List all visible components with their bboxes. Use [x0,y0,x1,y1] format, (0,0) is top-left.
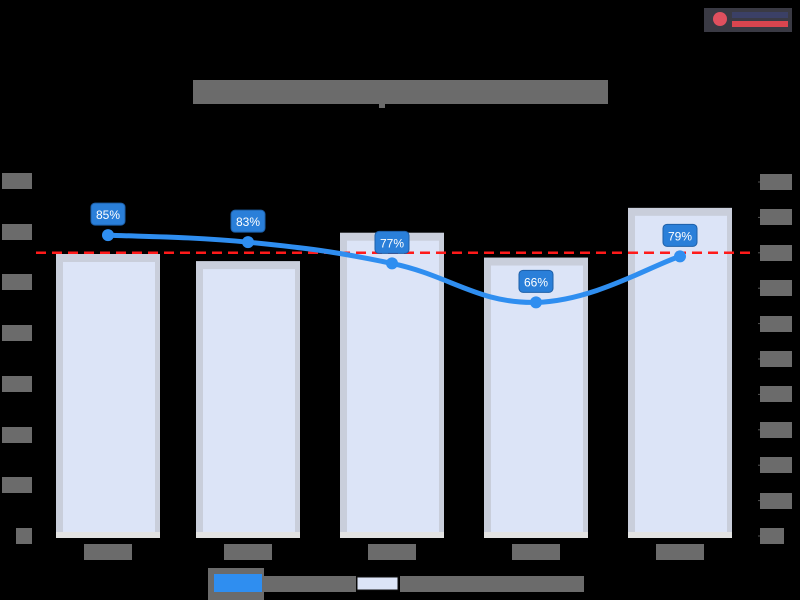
x-axis-category-label: [redacted] [656,544,704,560]
bar-fill [635,215,727,532]
right-axis-tick-label: [redacted] [760,492,792,509]
logo-text-line-2 [732,21,788,27]
left-axis-tick-label: [redacted] [2,274,32,291]
data-label-bg [374,230,410,254]
left-axis-tick-label: [redacted] [2,173,32,189]
bar-fill [63,262,155,532]
bar-base [196,532,300,538]
bar-base [628,532,732,538]
data-label-bg [230,209,266,233]
bar [56,254,160,538]
right-axis-tick-label: [redacted] [760,457,792,474]
left-axis-tick-label: [redacted] [2,223,32,240]
right-axis-tick-label: [redacted] [760,209,792,226]
line-data-point [386,257,398,270]
line-data-point [242,236,254,249]
bar [196,261,300,538]
chart-title-descender [379,102,385,108]
x-axis-category-label: [redacted] [224,544,272,560]
data-label: 83% [230,209,266,233]
data-label-text: 77% [380,236,404,250]
data-label: 66% [518,269,554,293]
left-axis-tick-label: [redacted] [2,375,32,392]
data-label-text: 66% [524,275,548,289]
chart-title: [redacted chart title] [193,80,608,104]
data-label: 77% [374,230,410,254]
x-axis-category-label: [redacted] [84,544,132,560]
right-axis-tick-label: [redacted] [760,386,792,403]
right-axis-tick-label: [redacted] [760,421,792,438]
brand-logo [704,8,792,32]
right-axis-tick-label: [redacted] [760,528,784,544]
data-label-text: 83% [236,215,260,229]
right-axis-tick-label: [redacted] [760,244,792,261]
bar-base [340,532,444,538]
legend-label-bar-series: [redacted bar series] [400,576,584,592]
left-axis-tick-label: [redacted] [2,325,32,342]
data-label-text: 85% [96,208,120,222]
data-label: 85% [90,202,126,226]
right-axis-tick-label: [redacted] [760,280,792,297]
left-axis-tick-label: [redacted] [2,426,32,443]
data-label-bg [662,223,698,247]
x-axis-category-label: [redacted] [512,544,560,560]
left-axis-tick-label: [redacted] [16,528,32,544]
left-axis-tick-label: [redacted] [2,477,32,494]
logo-text-line-1 [732,12,788,18]
data-label: 79% [662,223,698,247]
data-label-bg [518,269,554,293]
legend-label-line-series: [redacted line series] [264,576,356,592]
right-axis-tick-label: [redacted] [760,174,792,190]
data-label-bg [90,202,126,226]
logo-icon [713,12,727,26]
data-label-text: 79% [668,229,692,243]
right-axis-tick-label: [redacted] [760,315,792,332]
right-axis-tick-label: [redacted] [760,351,792,367]
legend-line-swatch [214,574,262,592]
bar [628,207,732,538]
bar-fill [203,269,295,532]
line-data-point [530,296,542,309]
line-data-point [102,229,114,242]
bar [340,232,444,538]
bar-fill [347,240,439,532]
bar-fill [491,265,583,532]
line-data-point [674,250,686,263]
x-axis-category-label: [redacted] [368,544,416,560]
bar-base [56,532,160,538]
legend-bar-swatch [356,576,399,591]
bar-base [484,532,588,538]
